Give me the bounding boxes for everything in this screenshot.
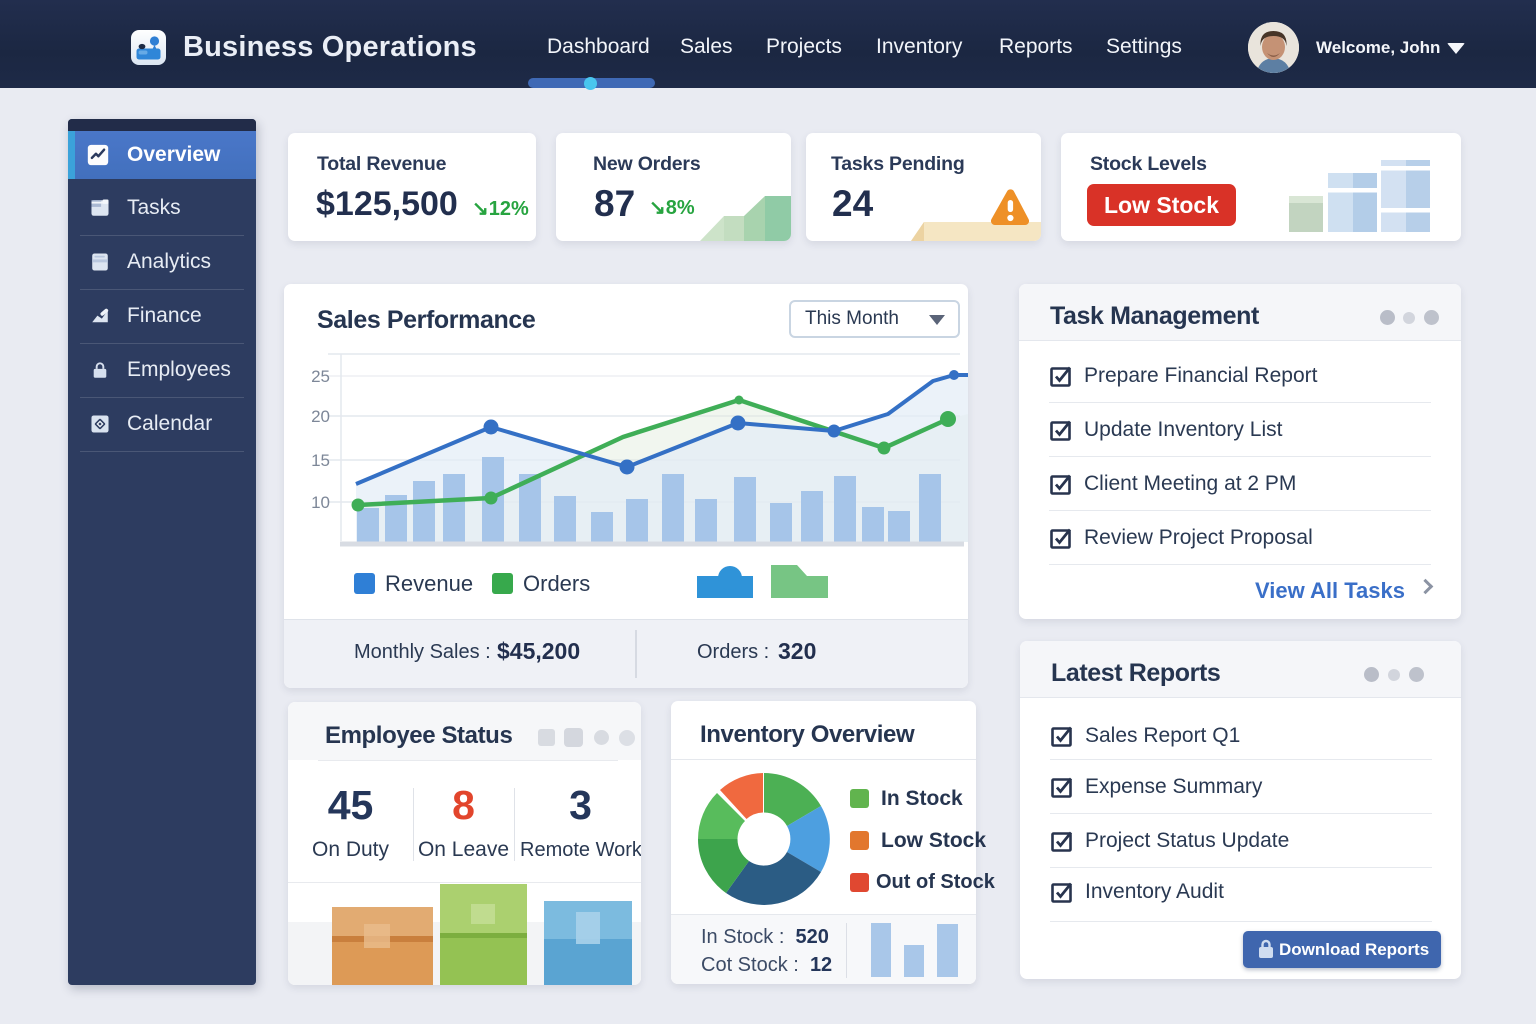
svg-text:10: 10	[311, 493, 330, 512]
svg-text:25: 25	[311, 367, 330, 386]
svg-text:20: 20	[311, 407, 330, 426]
svg-text:15: 15	[311, 451, 330, 470]
